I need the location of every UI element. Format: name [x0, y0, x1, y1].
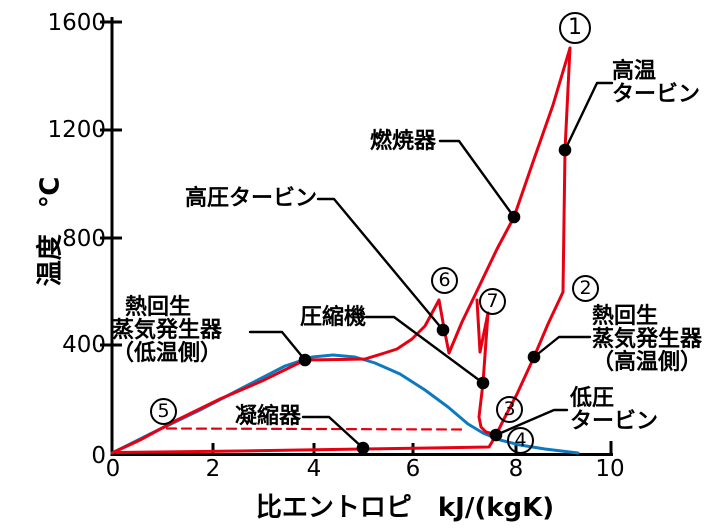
label-hrsg-high-line2: 蒸気発生器 — [592, 327, 703, 352]
cycle-compressor-path — [477, 311, 495, 436]
x-tick-0: 0 — [105, 456, 121, 482]
x-axis-title: 比エントロピ kJ/(kgK) — [255, 493, 555, 523]
marker-dot-group — [298, 143, 572, 455]
state-point-5: 5 — [150, 398, 177, 425]
leader-hrsg-high — [532, 335, 592, 359]
y-tick-800: 800 — [62, 226, 106, 252]
y-tick-1200: 1200 — [47, 117, 106, 143]
label-lp-turbine-line1: 低圧 — [570, 386, 615, 411]
y-tick-400: 400 — [62, 332, 106, 358]
label-hrsg-low-line2: 蒸気発生器 — [112, 318, 223, 343]
axes-lines — [110, 17, 613, 456]
label-hrsg-high-line3: （高温側） — [592, 350, 703, 375]
cycle-htturbine-hrsg-path — [495, 46, 572, 435]
label-hrsg-low-line1: 熱回生 — [125, 295, 192, 320]
dot-combustor — [507, 210, 521, 224]
dot-hp-turbine — [436, 323, 450, 337]
label-lp-turbine-line2: タービン — [570, 409, 659, 434]
x-tick-8: 8 — [508, 456, 524, 482]
y-tick-marks — [100, 20, 122, 347]
state-point-2: 2 — [572, 275, 599, 302]
y-axis-title: 温度 ℃ — [35, 176, 66, 287]
y-tick-0: 0 — [91, 443, 106, 469]
cycle-feedwater-hpturbine-path — [110, 298, 451, 455]
label-high-temp-turbine-line1: 高温 — [612, 59, 657, 84]
cycle-lpturbine-condenser-path — [115, 431, 499, 454]
leader-condenser — [301, 415, 365, 450]
x-tick-2: 2 — [205, 456, 221, 482]
leader-hp-turbine — [316, 197, 445, 332]
label-hrsg-low-line3: （低温側） — [112, 341, 223, 366]
x-tick-4: 4 — [306, 456, 322, 482]
leader-high-temp-turbine — [563, 81, 614, 152]
state-point-6: 6 — [431, 267, 458, 294]
label-combustor: 燃焼器 — [370, 129, 437, 154]
x-tick-10: 10 — [595, 456, 625, 482]
leader-hrsg-low — [248, 330, 307, 362]
cycle-combustor-path — [447, 46, 572, 355]
condensation-level-dashed-line — [165, 427, 466, 431]
cycle-path-group — [110, 46, 572, 455]
leader-line-group — [248, 81, 614, 450]
x-tick-6: 6 — [405, 456, 421, 482]
dot-lp-turbine — [489, 428, 503, 442]
dot-condenser — [356, 441, 370, 455]
state-point-4: 4 — [507, 427, 534, 454]
state-point-7: 7 — [479, 288, 506, 315]
label-hrsg-high-line1: 熱回生 — [592, 304, 659, 329]
state-point-1: 1 — [559, 12, 591, 44]
leader-compressor — [364, 315, 485, 385]
label-condenser: 凝縮器 — [235, 404, 302, 429]
label-hrsg-high: 熱回生 蒸気発生器 （高温側） — [592, 305, 702, 374]
label-high-temp-turbine-line2: タービン — [612, 82, 701, 107]
y-tick-1600: 1600 — [47, 10, 106, 36]
label-hp-turbine: 高圧タービン — [185, 186, 318, 211]
label-high-temp-turbine: 高温 タービン — [612, 60, 700, 106]
cycle-intercool-path — [475, 298, 490, 354]
leader-lp-turbine — [494, 408, 569, 437]
dot-hrsg-low — [298, 353, 312, 367]
label-compressor: 圧縮機 — [300, 305, 367, 330]
label-lp-turbine: 低圧 タービン — [570, 387, 658, 433]
label-hrsg-low: 熱回生 蒸気発生器 （低温側） — [112, 296, 222, 365]
dot-compressor — [476, 376, 490, 390]
state-point-3: 3 — [496, 396, 523, 423]
dot-high-temp-turbine — [558, 143, 572, 157]
dot-hrsg-high — [527, 350, 541, 364]
leader-combustor — [438, 139, 516, 219]
